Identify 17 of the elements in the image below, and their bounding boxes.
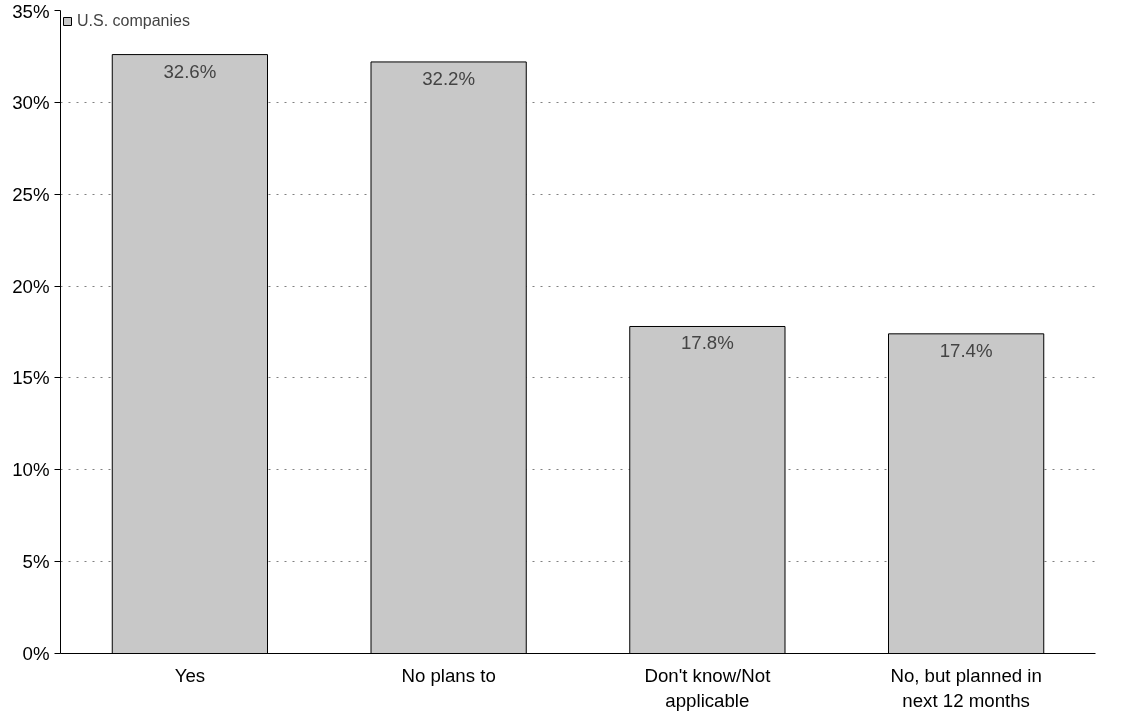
y-tick-label: 5% [22,551,50,573]
data-label: 32.2% [422,67,476,89]
y-tick-label: 0% [22,643,50,664]
legend-label: U.S. companies [77,12,190,30]
x-tick-label: No, but planned in next 12 months [890,664,1042,711]
x-tick-label: Don't know/Not applicable [644,664,772,711]
y-tick-label: 35% [12,0,50,22]
y-tick-label: 10% [12,459,50,481]
x-tick-label: No plans to [401,664,496,686]
x-tick-label: Yes [174,664,206,686]
y-tick-label: 30% [12,91,50,113]
data-label: 32.6% [163,60,217,82]
data-label: 17.8% [680,332,734,354]
y-tick-label: 25% [12,183,50,205]
y-tick-label: 15% [12,367,50,389]
data-label: 17.4% [939,339,993,361]
y-tick-label: 20% [12,275,50,297]
